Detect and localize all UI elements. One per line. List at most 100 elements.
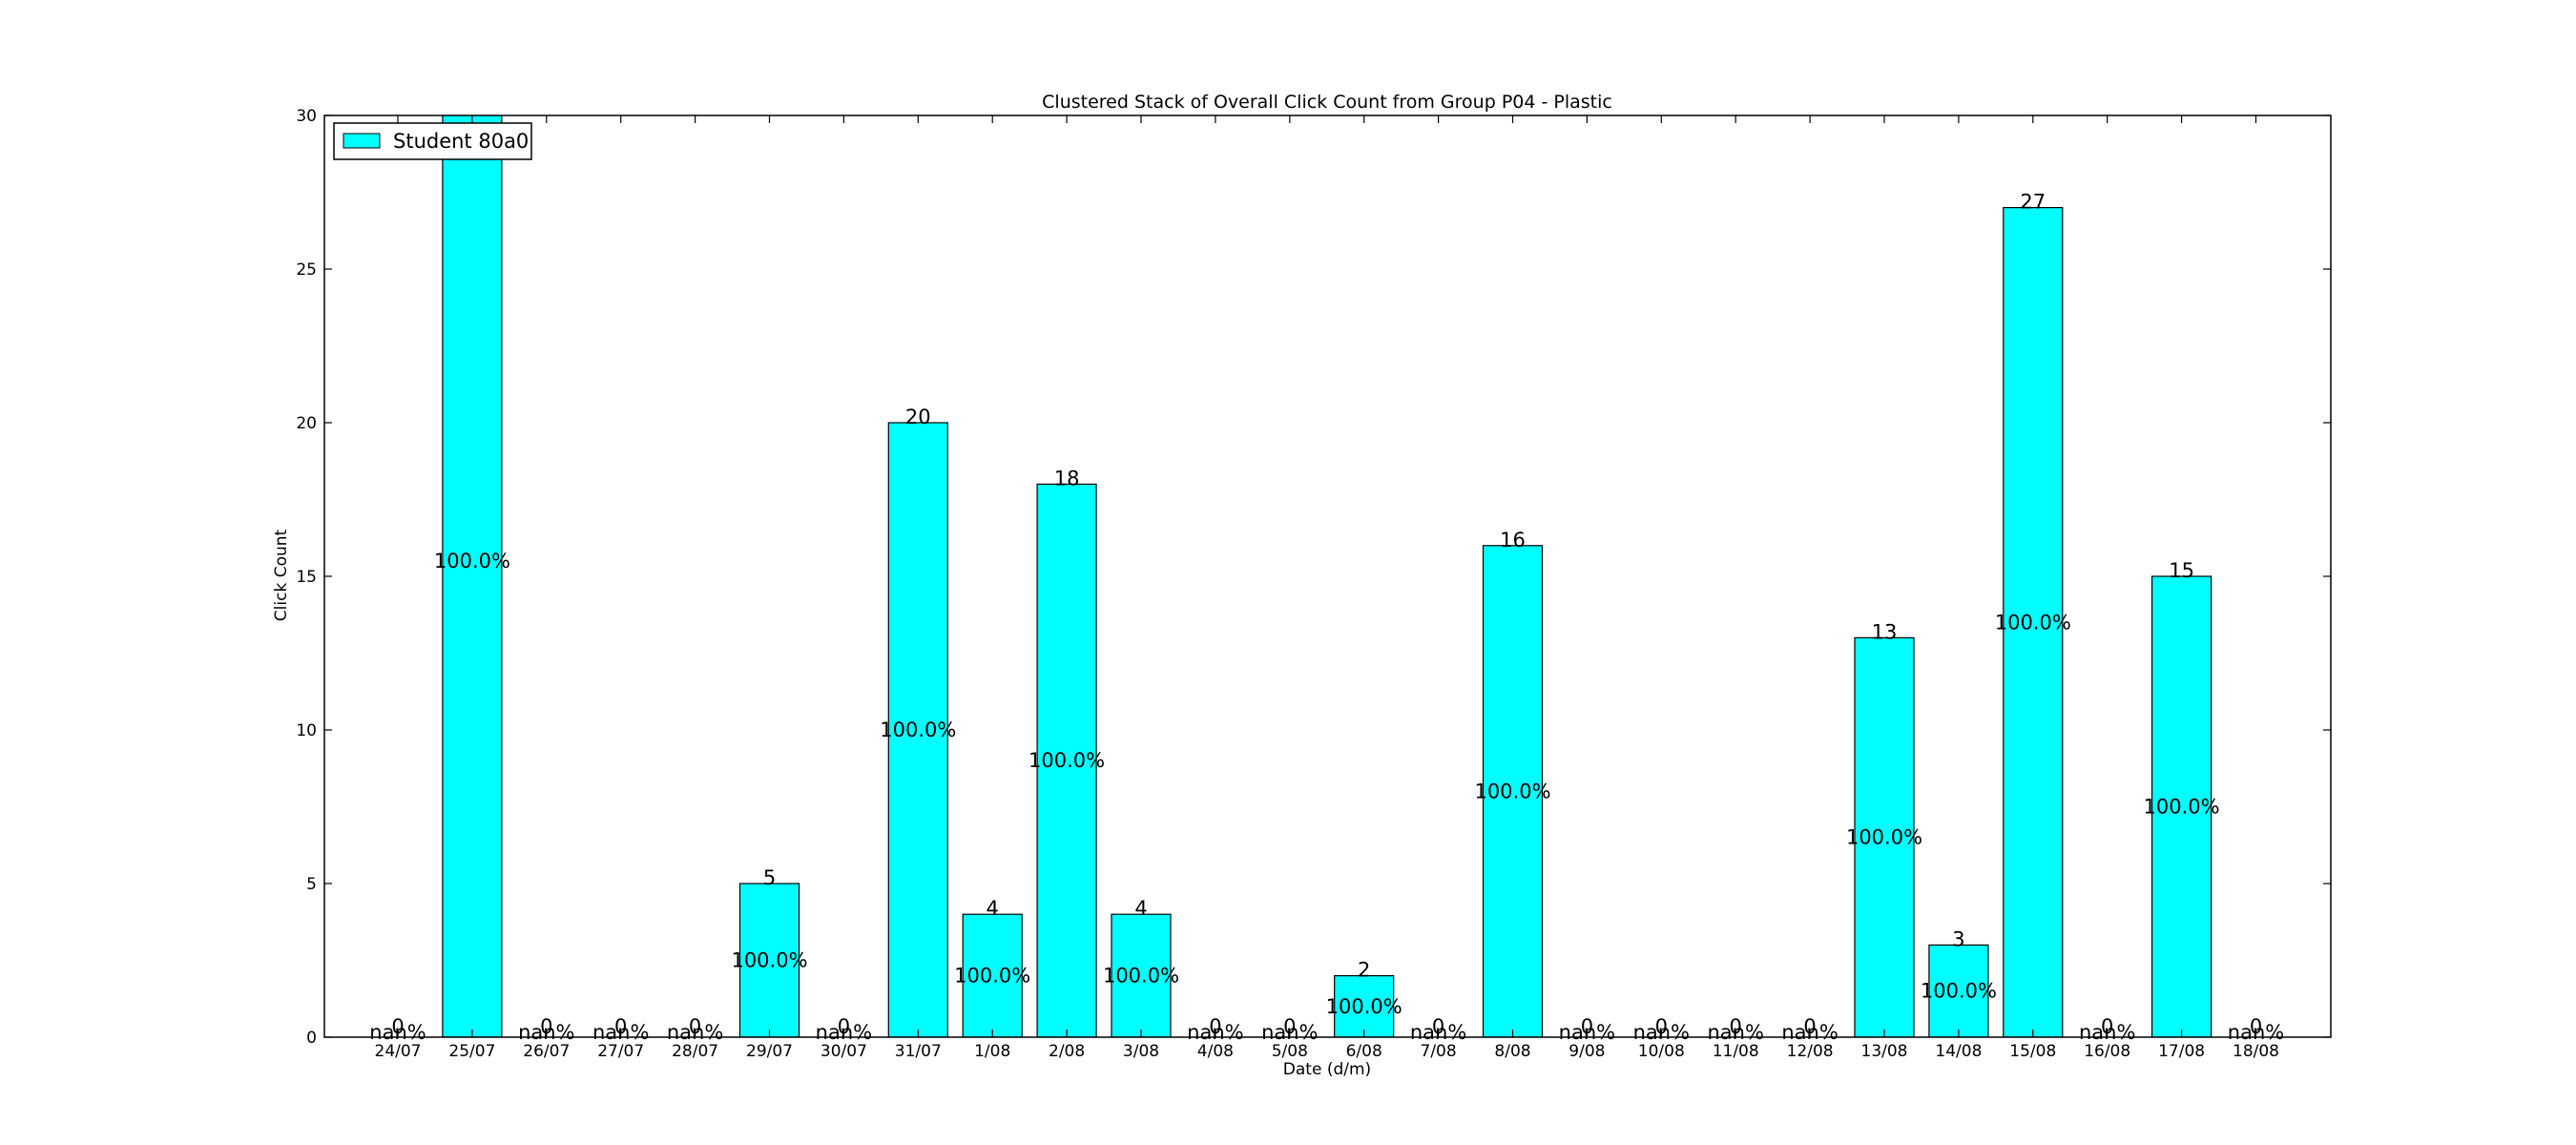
bar bbox=[738, 883, 800, 1037]
bar bbox=[1854, 636, 1915, 1037]
bar-percent-label: 100.0% bbox=[1326, 995, 1402, 1018]
bar bbox=[2151, 575, 2212, 1037]
bar-value-label: 4 bbox=[1134, 897, 1147, 920]
x-tick-label: 2/08 bbox=[1049, 1042, 1085, 1061]
x-tick-label: 24/07 bbox=[375, 1042, 422, 1061]
bar-percent-label: nan% bbox=[369, 1021, 426, 1044]
y-tick-label: 5 bbox=[306, 875, 317, 894]
bar-value-label: 0 bbox=[1730, 1015, 1742, 1038]
x-axis-label: Date (d/m) bbox=[1283, 1060, 1371, 1079]
bar-percent-label: 100.0% bbox=[2144, 796, 2220, 819]
bar-value-label: 0 bbox=[540, 1015, 552, 1038]
bar-value-label: 20 bbox=[905, 406, 931, 428]
bar bbox=[442, 115, 503, 1037]
bar bbox=[962, 913, 1023, 1037]
x-tick-label: 12/08 bbox=[1787, 1042, 1834, 1061]
bar bbox=[2003, 207, 2064, 1037]
bar-percent-label: nan% bbox=[592, 1021, 649, 1044]
bar-value-label: 3 bbox=[1952, 927, 1964, 950]
x-tick-label: 9/08 bbox=[1568, 1042, 1605, 1061]
bar-percent-label: 100.0% bbox=[731, 949, 807, 972]
bar-percent-label: 100.0% bbox=[1103, 965, 1179, 988]
bar-value-label: 0 bbox=[1655, 1015, 1668, 1038]
bar-percent-label: nan% bbox=[1633, 1021, 1690, 1044]
bar-value-label: 0 bbox=[1432, 1015, 1444, 1038]
bar-percent-label: nan% bbox=[2079, 1021, 2135, 1044]
bar-value-label: 0 bbox=[391, 1015, 404, 1038]
legend: Student 80a0 bbox=[333, 122, 532, 160]
x-tick-label: 13/08 bbox=[1861, 1042, 1908, 1061]
x-tick-label: 6/08 bbox=[1346, 1042, 1382, 1061]
bar-percent-label: nan% bbox=[816, 1021, 872, 1044]
x-tick-label: 17/08 bbox=[2158, 1042, 2205, 1061]
y-tick-label: 0 bbox=[306, 1029, 317, 1048]
bar bbox=[1482, 545, 1544, 1037]
x-tick-label: 27/07 bbox=[597, 1042, 644, 1061]
bar bbox=[1928, 944, 1989, 1037]
bar-value-label: 4 bbox=[987, 897, 999, 920]
x-tick-label: 28/07 bbox=[672, 1042, 718, 1061]
bar-percent-label: 100.0% bbox=[1846, 826, 1922, 849]
bar-value-label: 0 bbox=[1283, 1015, 1296, 1038]
bar-value-label: 0 bbox=[2250, 1015, 2262, 1038]
x-tick-label: 30/07 bbox=[821, 1042, 867, 1061]
y-tick-label: 15 bbox=[296, 568, 317, 587]
bar-value-label: 16 bbox=[1500, 529, 1526, 552]
chart-title: Clustered Stack of Overall Click Count f… bbox=[1042, 92, 1612, 113]
x-tick-label: 1/08 bbox=[974, 1042, 1010, 1061]
bar-value-label: 2 bbox=[1358, 959, 1370, 982]
bar-percent-label: nan% bbox=[518, 1021, 574, 1044]
legend-swatch bbox=[343, 133, 381, 149]
bar bbox=[1334, 974, 1395, 1037]
x-tick-label: 15/08 bbox=[2009, 1042, 2056, 1061]
bar-percent-label: nan% bbox=[1559, 1021, 1615, 1044]
bar-percent-label: 100.0% bbox=[1921, 980, 1997, 1003]
x-tick-label: 25/07 bbox=[448, 1042, 495, 1061]
bar-value-label: 0 bbox=[838, 1015, 850, 1038]
bar-percent-label: 100.0% bbox=[1995, 611, 2071, 634]
y-tick-label: 30 bbox=[296, 107, 317, 126]
bar-value-label: 0 bbox=[689, 1015, 701, 1038]
bar-value-label: 0 bbox=[1209, 1015, 1221, 1038]
x-tick-label: 18/08 bbox=[2233, 1042, 2279, 1061]
x-tick-label: 29/07 bbox=[746, 1042, 793, 1061]
legend-label: Student 80a0 bbox=[393, 130, 529, 153]
x-tick-label: 4/08 bbox=[1197, 1042, 1234, 1061]
bar-percent-label: nan% bbox=[2228, 1021, 2284, 1044]
bar-value-label: 0 bbox=[614, 1015, 627, 1038]
bar-percent-label: 100.0% bbox=[954, 965, 1030, 988]
bar-value-label: 13 bbox=[1872, 620, 1898, 643]
bar-percent-label: 100.0% bbox=[880, 718, 956, 741]
bar-percent-label: 100.0% bbox=[1028, 749, 1105, 772]
bar-value-label: 27 bbox=[2020, 191, 2046, 214]
bar-percent-label: nan% bbox=[667, 1021, 723, 1044]
x-tick-label: 3/08 bbox=[1123, 1042, 1159, 1061]
x-tick-label: 11/08 bbox=[1713, 1042, 1759, 1061]
y-tick-label: 20 bbox=[296, 414, 317, 433]
x-tick-label: 26/07 bbox=[523, 1042, 570, 1061]
y-axis-label: Click Count bbox=[272, 529, 291, 621]
bar-value-label: 5 bbox=[763, 866, 776, 889]
bar-percent-label: nan% bbox=[1187, 1021, 1243, 1044]
bar-value-label: 0 bbox=[1803, 1015, 1816, 1038]
x-tick-label: 8/08 bbox=[1494, 1042, 1530, 1061]
bar-percent-label: 100.0% bbox=[434, 550, 510, 572]
bar-value-label: 15 bbox=[2169, 559, 2194, 582]
bar-percent-label: nan% bbox=[1261, 1021, 1318, 1044]
x-tick-label: 16/08 bbox=[2084, 1042, 2130, 1061]
bar bbox=[887, 422, 948, 1037]
bar-percent-label: nan% bbox=[1707, 1021, 1763, 1044]
bar-percent-label: nan% bbox=[1781, 1021, 1838, 1044]
bar-value-label: 0 bbox=[1581, 1015, 1593, 1038]
bar bbox=[1111, 913, 1172, 1037]
y-tick-label: 10 bbox=[296, 721, 317, 740]
bar-value-label: 0 bbox=[2101, 1015, 2113, 1038]
x-tick-label: 31/07 bbox=[895, 1042, 942, 1061]
y-tick-label: 25 bbox=[296, 260, 317, 280]
x-tick-label: 10/08 bbox=[1638, 1042, 1685, 1061]
bar-percent-label: nan% bbox=[1410, 1021, 1466, 1044]
x-tick-label: 14/08 bbox=[1935, 1042, 1982, 1061]
